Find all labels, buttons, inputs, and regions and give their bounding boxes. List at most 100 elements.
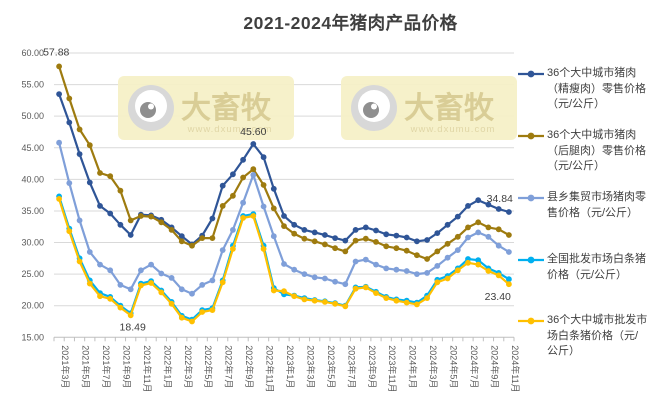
data-point [138, 282, 144, 289]
x-axis-tick-label: 2024年5月 [449, 345, 460, 388]
data-point [475, 229, 482, 236]
data-point [76, 151, 83, 158]
data-point [414, 238, 420, 245]
y-axis-tick-label: 35.00 [21, 206, 44, 216]
data-point [485, 233, 492, 240]
data-point [158, 219, 165, 226]
x-axis-tick-label: 2022年11月 [265, 345, 276, 392]
data-point [352, 258, 359, 265]
data-point [97, 261, 103, 268]
data-point [230, 227, 236, 233]
data-point [199, 309, 206, 315]
data-point [189, 242, 195, 249]
data-point [230, 246, 236, 252]
data-point [56, 196, 62, 202]
legend-label: 全国批发市场白条猪价格（元/公斤） [547, 253, 646, 281]
y-axis-tick-label: 60.00 [21, 48, 44, 58]
data-point [138, 267, 144, 274]
data-point [383, 265, 390, 272]
data-point [107, 267, 114, 274]
data-point [311, 274, 318, 281]
data-point [56, 91, 62, 97]
data-point [291, 266, 298, 273]
x-axis-tick-label: 2024年7月 [469, 345, 480, 388]
data-point [86, 142, 93, 149]
data-point [403, 234, 410, 241]
data-point [66, 119, 73, 126]
data-point [260, 246, 267, 252]
data-point [444, 275, 451, 282]
data-point [362, 224, 369, 231]
data-point [117, 221, 124, 228]
data-point [301, 296, 308, 303]
data-point [495, 272, 502, 279]
x-axis-tick-label: 2022年5月 [203, 345, 214, 388]
data-point [281, 288, 287, 295]
data-point [454, 267, 461, 274]
data-point [485, 268, 492, 274]
data-point [56, 139, 62, 146]
data-point [281, 261, 287, 267]
data-point [209, 307, 216, 313]
data-point [189, 318, 195, 325]
watermark-url: www.dxumu.com [410, 124, 496, 135]
legend-item-2: 县乡集贸市场猪肉零售价格（元/公斤） [518, 190, 648, 221]
data-point [506, 249, 512, 255]
data-point [97, 203, 103, 209]
data-point [97, 170, 103, 176]
x-axis-tick-label: 2022年9月 [244, 345, 255, 388]
data-point [444, 254, 451, 261]
data-point [148, 261, 155, 268]
data-point [414, 252, 420, 259]
data-point [260, 182, 267, 188]
legend-swatch-icon [518, 194, 544, 202]
data-point [434, 230, 441, 237]
data-point [332, 235, 338, 242]
data-point [107, 210, 114, 217]
data-point [86, 249, 93, 255]
data-point [301, 235, 308, 242]
data-point [209, 235, 216, 242]
data-point [485, 201, 492, 208]
data-point [311, 297, 318, 304]
data-point [393, 266, 400, 273]
data-point [362, 284, 369, 291]
data-point [475, 261, 482, 268]
data-point [322, 232, 328, 238]
data-point [506, 232, 512, 238]
data-point [117, 304, 124, 311]
data-point [270, 233, 277, 240]
series-1 [56, 63, 512, 262]
y-axis-tick-label: 55.00 [21, 80, 44, 90]
data-point [373, 227, 379, 234]
data-point [281, 213, 287, 219]
data-point [219, 279, 226, 286]
y-axis-tick-label: 40.00 [21, 174, 44, 184]
data-point [291, 293, 298, 300]
data-point [230, 171, 236, 178]
data-point [322, 299, 328, 305]
data-point [485, 224, 492, 231]
watermark-brand: 大畜牧 [404, 91, 495, 125]
data-point [465, 224, 471, 231]
data-point [362, 235, 369, 242]
data-point [424, 237, 430, 243]
x-axis-tick-label: 2023年1月 [285, 345, 296, 388]
y-axis-tick-label: 15.00 [21, 332, 44, 342]
data-point-label: 34.84 [487, 193, 513, 205]
x-axis-tick-label: 2024年1月 [408, 345, 419, 388]
data-point [465, 203, 471, 209]
data-point [158, 289, 165, 296]
data-point [424, 295, 430, 301]
data-point [362, 256, 369, 263]
data-point [56, 63, 62, 70]
data-point [127, 232, 134, 238]
y-axis-tick-label: 30.00 [21, 238, 44, 248]
data-point [403, 268, 410, 274]
data-point [424, 270, 430, 276]
data-point [270, 287, 277, 294]
data-point [444, 240, 451, 247]
data-point [66, 180, 73, 187]
data-point [383, 231, 390, 238]
x-axis-tick-label: 2022年7月 [224, 345, 235, 388]
